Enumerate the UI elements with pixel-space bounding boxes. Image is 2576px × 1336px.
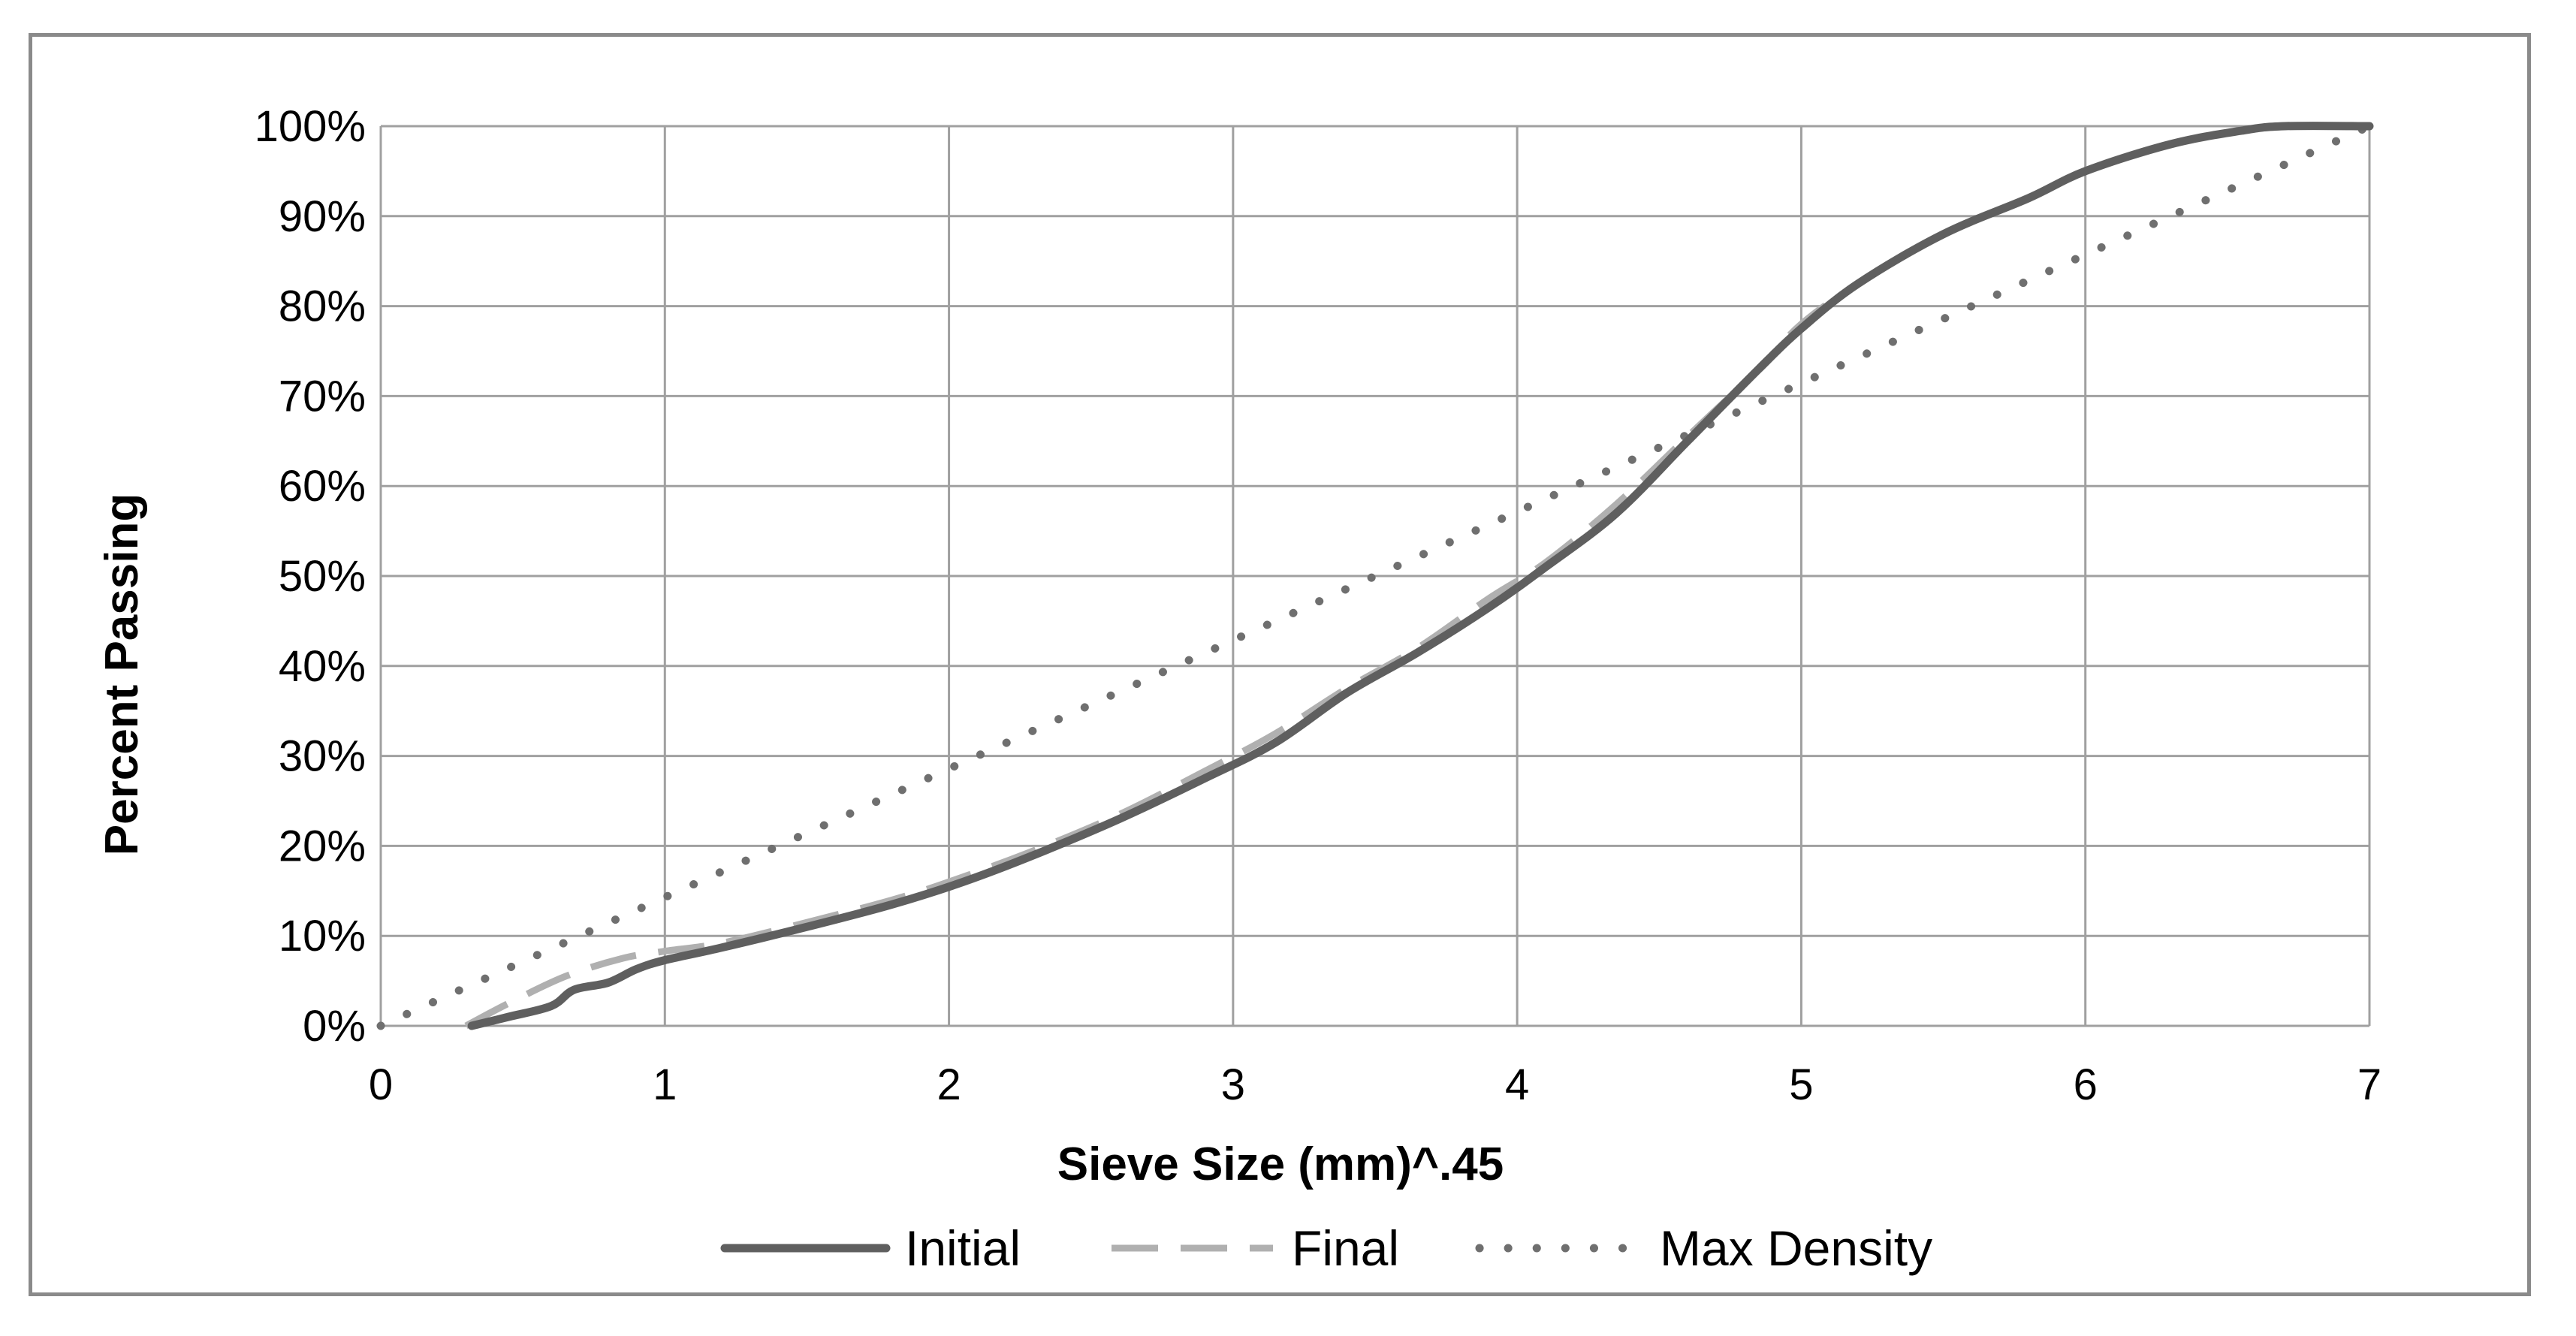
legend-label-initial: Initial [905,1220,1021,1276]
legend-label-final: Final [1292,1220,1399,1276]
y-tick-label: 10% [279,912,366,961]
x-tick-label: 5 [1789,1060,1813,1109]
legend-item-max-density: Max Density [1475,1220,1932,1276]
y-tick-label: 40% [279,642,366,691]
grid [379,125,2371,1027]
x-tick-label: 2 [937,1060,961,1109]
y-axis-ticks: 0% 10% 20% 30% 40% 50% 60% 70% 80% 90% 100% [255,102,366,1051]
series-line-initial [467,122,2374,1030]
y-tick-label: 60% [279,462,366,511]
x-tick-label: 7 [2357,1060,2381,1109]
x-tick-label: 3 [1221,1060,1245,1109]
x-tick-label: 0 [369,1060,393,1109]
series-line-max-density [376,122,2374,1030]
x-axis-title: Sieve Size (mm)^.45 [1057,1138,1504,1190]
chart-frame [29,33,2531,1296]
y-tick-label: 70% [279,372,366,421]
series-lines [376,122,2374,1030]
x-tick-label: 1 [653,1060,677,1109]
legend-item-initial: Initial [720,1220,1021,1276]
legend-label-max-density: Max Density [1660,1220,1932,1276]
x-axis-ticks: 0 1 2 3 4 5 6 7 [369,1060,2381,1109]
y-tick-label: 90% [279,192,366,241]
legend: Initial Final Max Density [720,1220,1932,1276]
x-tick-label: 6 [2074,1060,2098,1109]
y-tick-label: 20% [279,822,366,870]
y-axis-title: Percent Passing [96,493,148,855]
y-tick-label: 50% [279,552,366,601]
x-tick-label: 4 [1505,1060,1529,1109]
y-tick-label: 30% [279,732,366,781]
y-tick-label: 80% [279,282,366,331]
legend-item-final: Final [1112,1220,1399,1276]
y-tick-label: 0% [303,1002,366,1051]
y-tick-label: 100% [255,102,366,151]
